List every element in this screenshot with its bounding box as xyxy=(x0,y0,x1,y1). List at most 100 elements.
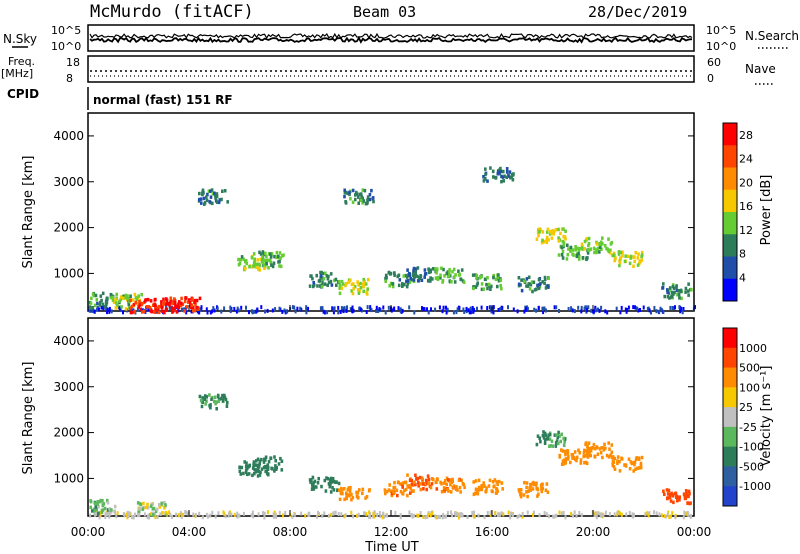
range-cell xyxy=(89,301,93,305)
cpid-label: CPID xyxy=(7,87,39,101)
range-cell xyxy=(184,296,187,300)
range-cell xyxy=(349,307,352,312)
range-cell xyxy=(277,462,281,466)
range-cell xyxy=(586,308,588,313)
range-cell xyxy=(445,482,448,487)
range-cell xyxy=(343,194,346,199)
range-cell xyxy=(207,514,209,519)
range-cell xyxy=(474,479,478,483)
range-cell xyxy=(345,282,348,286)
range-cell xyxy=(343,188,346,192)
range-cell xyxy=(221,189,224,193)
range-cell xyxy=(596,445,599,450)
range-cell xyxy=(183,309,186,313)
range-cell xyxy=(293,512,296,517)
range-cell xyxy=(463,485,466,490)
freq-unit: [MHz] xyxy=(1,67,33,80)
range-cell xyxy=(183,299,187,304)
range-cell xyxy=(453,280,457,284)
range-cell xyxy=(416,274,419,279)
range-cell xyxy=(577,257,581,261)
range-cell xyxy=(686,510,689,515)
range-cell xyxy=(313,479,317,484)
range-cell xyxy=(89,513,92,518)
range-cell xyxy=(224,397,228,402)
range-cell xyxy=(535,442,539,447)
range-cell xyxy=(505,167,509,171)
range-cell xyxy=(531,289,534,294)
range-cell xyxy=(427,477,431,482)
range-cell xyxy=(245,261,249,266)
range-cell xyxy=(436,477,439,482)
cpid-value: normal (fast) 151 RF xyxy=(93,93,233,107)
range-cell xyxy=(414,267,418,271)
range-cell xyxy=(441,309,444,314)
range-cell xyxy=(146,502,149,507)
range-cell xyxy=(593,250,596,255)
range-cell xyxy=(278,251,282,255)
range-cell xyxy=(106,508,110,512)
range-cell xyxy=(342,309,345,314)
range-cell xyxy=(556,433,560,438)
range-cell xyxy=(150,502,153,507)
range-cell xyxy=(468,310,471,315)
range-cell xyxy=(566,449,570,453)
range-cell xyxy=(128,306,132,311)
range-cell xyxy=(633,462,636,467)
range-cell xyxy=(545,284,549,288)
range-cell xyxy=(529,283,533,287)
range-cell xyxy=(413,480,416,484)
range-cell xyxy=(266,510,269,515)
range-cell xyxy=(601,236,604,240)
range-cell xyxy=(669,305,672,310)
range-cell xyxy=(496,489,499,493)
range-cell xyxy=(666,295,670,299)
range-cell xyxy=(147,305,150,309)
colorbar-segment xyxy=(723,446,737,467)
range-cell xyxy=(597,307,599,312)
range-cell xyxy=(175,310,179,314)
range-cell xyxy=(497,273,500,277)
range-cell xyxy=(177,302,180,306)
range-cell xyxy=(574,248,578,252)
range-cell xyxy=(138,507,141,511)
range-cell xyxy=(104,305,107,309)
range-cell xyxy=(494,176,497,180)
range-cell xyxy=(255,469,258,473)
range-cell xyxy=(435,267,439,271)
range-cell xyxy=(378,307,381,311)
range-cell xyxy=(351,495,355,500)
range-cell xyxy=(547,285,550,289)
range-cell xyxy=(419,475,422,480)
range-cell xyxy=(416,513,419,518)
range-cell xyxy=(198,310,201,315)
range-cell xyxy=(185,310,188,315)
range-cell xyxy=(203,394,207,398)
range-cell xyxy=(408,510,411,515)
range-cell xyxy=(587,248,591,252)
range-cell xyxy=(408,305,411,310)
range-cell xyxy=(208,404,211,408)
range-cell xyxy=(109,292,113,297)
range-cell xyxy=(484,167,487,171)
range-cell xyxy=(480,485,484,490)
range-cell xyxy=(566,457,570,461)
range-cell xyxy=(262,252,266,257)
range-cell xyxy=(520,278,523,282)
range-cell xyxy=(559,439,562,444)
range-cell xyxy=(660,513,663,518)
range-cell xyxy=(683,494,687,498)
range-cell xyxy=(220,309,223,314)
range-cell xyxy=(351,200,355,204)
range-cell xyxy=(89,499,92,503)
range-cell xyxy=(596,452,600,456)
range-cell xyxy=(211,510,214,515)
range-cell xyxy=(549,444,553,448)
range-cell xyxy=(543,438,547,442)
range-cell xyxy=(519,492,522,497)
range-cell xyxy=(260,305,263,310)
range-cell xyxy=(160,501,163,506)
range-cell xyxy=(587,243,590,248)
range-cell xyxy=(217,200,221,205)
range-cell xyxy=(129,298,132,302)
